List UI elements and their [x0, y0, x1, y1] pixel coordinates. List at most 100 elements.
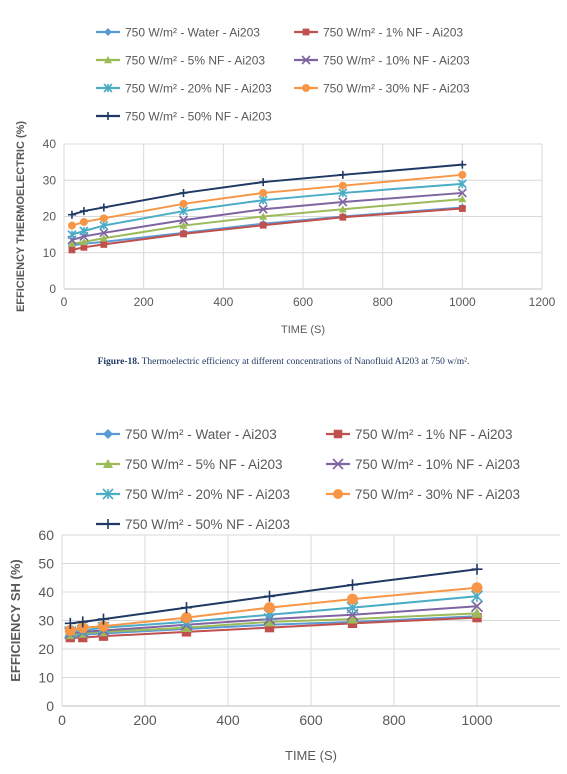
- data-point-shape: [259, 178, 268, 187]
- legend-swatch-marker: [104, 56, 112, 64]
- legend-label: 750 W/m² - 1% NF - Ai203: [355, 427, 513, 442]
- data-point: [458, 205, 466, 212]
- data-point-shape: [99, 214, 108, 223]
- figure-caption-label: Figure-18.: [97, 357, 140, 367]
- x-tick-label: 1200: [529, 295, 556, 309]
- data-point: [259, 188, 268, 197]
- data-point: [457, 188, 467, 198]
- y-tick-label: 50: [38, 555, 54, 571]
- data-point: [264, 602, 275, 614]
- data-point-shape: [347, 613, 358, 624]
- data-point-shape: [264, 590, 275, 602]
- data-point: [264, 590, 275, 602]
- data-point-shape: [79, 217, 88, 226]
- figure-caption: Figure-18. Thermoelectric efficiency at …: [0, 357, 567, 367]
- data-point-shape: [64, 624, 76, 636]
- legend-swatch-marker-shape: [302, 28, 310, 36]
- data-point-shape: [180, 230, 187, 238]
- data-point-shape: [471, 563, 483, 575]
- y-axis-title: EFFICIENCY SH (%): [8, 559, 23, 682]
- data-point-shape: [458, 205, 466, 212]
- data-point: [67, 221, 76, 230]
- legend-item: 750 W/m² - 30% NF - Ai203: [326, 487, 520, 502]
- legend-swatch-marker-shape: [104, 112, 112, 120]
- legend-label: 750 W/m² - 50% NF - Ai203: [125, 109, 272, 123]
- legend-label: 750 W/m² - 50% NF - Ai203: [125, 517, 290, 532]
- data-point: [347, 593, 358, 605]
- data-point: [338, 181, 347, 190]
- x-tick-label: 800: [382, 712, 406, 728]
- data-point-shape: [471, 582, 483, 594]
- legend-item: 750 W/m² - 30% NF - Ai203: [294, 81, 470, 95]
- data-point-shape: [458, 170, 467, 179]
- data-point: [347, 613, 358, 624]
- data-point-shape: [67, 230, 77, 240]
- data-point-shape: [347, 579, 358, 591]
- legend-label: 750 W/m² - Water - Ai203: [125, 25, 260, 39]
- x-tick-label: 600: [293, 295, 313, 309]
- x-axis-title: TIME (S): [281, 324, 325, 336]
- data-point: [77, 622, 89, 634]
- data-point-shape: [258, 195, 268, 205]
- series: [67, 170, 467, 230]
- data-point: [99, 234, 108, 242]
- data-point-shape: [79, 237, 88, 246]
- legend-swatch-marker-shape: [104, 56, 112, 64]
- figure-caption-text: Thermoelectric efficiency at different c…: [141, 357, 470, 367]
- data-point: [99, 228, 109, 238]
- data-point: [259, 212, 268, 220]
- data-point: [338, 205, 347, 213]
- data-point: [458, 170, 467, 179]
- x-tick-label: 600: [299, 712, 323, 728]
- legend-label: 750 W/m² - 20% NF - Ai203: [125, 487, 290, 502]
- x-tick-label: 400: [216, 712, 240, 728]
- chart-thermoelectric-efficiency: 750 W/m² - Water - Ai203 750 W/m² - 1% NF…: [15, 25, 556, 336]
- legend-swatch-marker: [103, 83, 113, 93]
- legend: 750 W/m² - Water - Ai203 750 W/m² - 1% NF…: [96, 427, 520, 532]
- x-tick-label: 0: [61, 295, 68, 309]
- x-axis: 0 200 400 600 800 1000 1200: [61, 144, 556, 309]
- data-point-shape: [470, 600, 484, 613]
- x-tick-label: 400: [213, 295, 233, 309]
- legend-item: 750 W/m² - 50% NF - Ai203: [96, 109, 272, 123]
- data-point-shape: [79, 226, 89, 236]
- legend-swatch-marker-shape: [301, 55, 311, 65]
- y-tick-label: 40: [43, 137, 57, 151]
- legend-label: 750 W/m² - 30% NF - Ai203: [355, 487, 520, 502]
- legend-swatch-marker-shape: [104, 28, 112, 36]
- series: [67, 188, 467, 245]
- legend-item: 750 W/m² - 50% NF - Ai203: [96, 517, 290, 532]
- legend-item: 750 W/m² - Water - Ai203: [96, 427, 277, 442]
- data-point-shape: [64, 617, 76, 629]
- data-point-shape: [79, 207, 88, 216]
- legend-swatch-marker: [332, 458, 344, 470]
- legend-swatch-marker-shape: [103, 519, 113, 529]
- data-point: [338, 197, 348, 207]
- series-line: [71, 163, 463, 216]
- data-point: [98, 613, 109, 625]
- data-point: [178, 206, 189, 216]
- data-point-shape: [181, 612, 192, 624]
- data-point: [264, 616, 275, 627]
- y-tick-label: 10: [38, 669, 54, 685]
- legend-swatch-marker: [333, 489, 343, 499]
- data-point: [470, 600, 484, 613]
- data-point: [77, 616, 89, 628]
- data-point: [471, 563, 483, 575]
- data-point-shape: [67, 221, 76, 230]
- data-point: [179, 199, 188, 208]
- data-point-shape: [264, 602, 275, 614]
- legend-label: 750 W/m² - 10% NF - Ai203: [323, 53, 470, 67]
- legend-item: 750 W/m² - 1% NF - Ai203: [294, 25, 463, 39]
- data-point: [80, 243, 88, 251]
- legend-swatch-marker-shape: [103, 83, 113, 93]
- data-point: [471, 607, 483, 618]
- data-point-shape: [264, 616, 275, 627]
- data-point: [338, 170, 347, 179]
- data-point-shape: [178, 206, 189, 216]
- data-point-shape: [179, 221, 188, 229]
- data-point: [457, 179, 467, 189]
- data-point: [179, 188, 188, 197]
- y-tick-label: 10: [43, 246, 57, 260]
- legend-swatch-marker-shape: [103, 429, 113, 439]
